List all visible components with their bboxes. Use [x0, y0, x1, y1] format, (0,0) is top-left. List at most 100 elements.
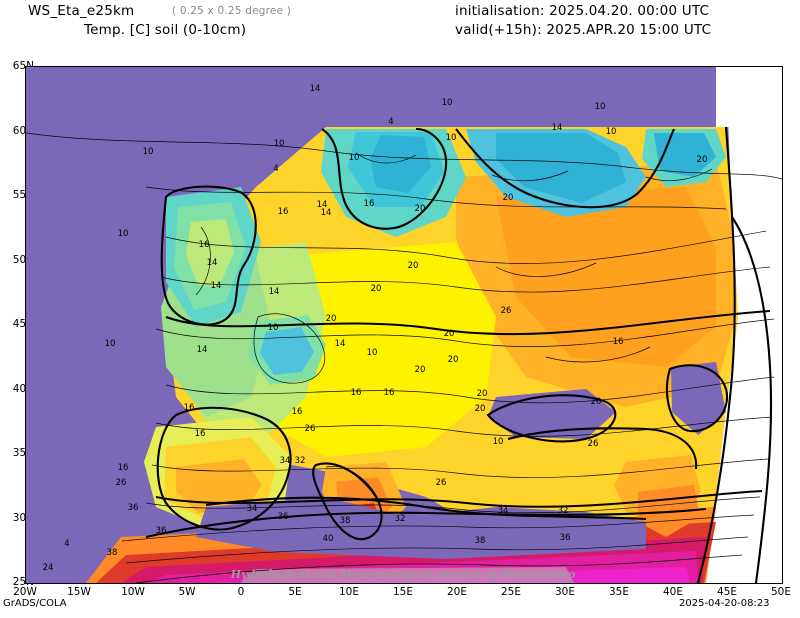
contour-label: 20 [415, 365, 426, 375]
x-axis-tick: 25E [501, 586, 521, 598]
contour-label: 16 [292, 407, 303, 417]
svg-text:20: 20 [415, 204, 426, 214]
contour-label: 26 [436, 478, 447, 488]
contour-label: 34 [280, 456, 291, 466]
svg-text:4: 4 [388, 117, 393, 127]
svg-text:26: 26 [436, 478, 447, 488]
svg-text:38: 38 [340, 516, 351, 526]
contour-label: 10 [442, 98, 453, 108]
contour-label: 14 [310, 84, 321, 94]
x-axis-tick: 0 [237, 586, 245, 598]
contour-layer [26, 132, 782, 583]
svg-text:14: 14 [211, 281, 222, 291]
svg-text:4: 4 [273, 164, 278, 174]
contour-label: 40 [323, 534, 334, 544]
svg-text:16: 16 [613, 337, 624, 347]
contour-label: 32 [558, 506, 569, 516]
contour-label: 20 [697, 155, 708, 165]
svg-text:20: 20 [448, 355, 459, 365]
region-iberia-hot [176, 459, 262, 513]
svg-text:10: 10 [493, 437, 504, 447]
x-axis-tick: 40E [663, 586, 683, 598]
svg-text:20: 20 [415, 365, 426, 375]
outside-domain-mask [698, 67, 782, 583]
svg-text:14: 14 [207, 258, 218, 268]
svg-text:20: 20 [408, 261, 419, 271]
svg-text:40: 40 [323, 534, 334, 544]
svg-text:14: 14 [321, 208, 332, 218]
svg-text:26: 26 [305, 424, 316, 434]
x-axis-tick: 5W [178, 586, 196, 598]
contour-label: 16 [184, 403, 195, 413]
svg-text:16: 16 [118, 463, 129, 473]
contour-label: 38 [475, 536, 486, 546]
contour-label: 16 [278, 207, 289, 217]
svg-text:38: 38 [475, 536, 486, 546]
contour-label: 10 [367, 348, 378, 358]
region-alps-cold [260, 327, 314, 375]
initialisation-time: initialisation: 2025.04.20. 00:00 UTC [455, 3, 710, 19]
svg-text:10: 10 [143, 147, 154, 157]
contour-label: 32 [395, 514, 406, 524]
contour-label: 34 [498, 506, 509, 516]
svg-text:14: 14 [269, 287, 280, 297]
contour-label: 36 [560, 533, 571, 543]
contour-label: 16 [195, 429, 206, 439]
svg-text:34: 34 [498, 506, 509, 516]
contour-label: 20 [591, 397, 602, 407]
svg-text:36: 36 [128, 503, 139, 513]
contour-label: 38 [340, 516, 351, 526]
contour-label: 14 [317, 200, 328, 210]
svg-text:16: 16 [364, 199, 375, 209]
contour-label: 20 [475, 404, 486, 414]
svg-text:20: 20 [444, 329, 455, 339]
x-axis-tick: 20E [447, 586, 467, 598]
contour-label: 16 [351, 388, 362, 398]
contour-label: 38 [107, 548, 118, 558]
svg-text:10: 10 [442, 98, 453, 108]
major-contour-layer [155, 310, 771, 508]
svg-text:10: 10 [446, 133, 457, 143]
contour-label: 10 [446, 133, 457, 143]
svg-text:4: 4 [64, 539, 69, 549]
svg-text:10: 10 [274, 139, 285, 149]
contour-label: 34 [247, 504, 258, 514]
contour-label: 20 [503, 193, 514, 203]
contour-label: 16 [364, 199, 375, 209]
contour-label: 14 [197, 345, 208, 355]
x-axis-tick: 10E [339, 586, 359, 598]
x-axis-tick: 30E [555, 586, 575, 598]
svg-text:16: 16 [184, 403, 195, 413]
contour-label: 14 [321, 208, 332, 218]
region-deep-cyan-northeast [654, 133, 716, 177]
region-deep-cyan-scandinavia [370, 135, 431, 193]
contour-label: 36 [156, 526, 167, 536]
svg-text:36: 36 [560, 533, 571, 543]
contour-label: 26 [501, 306, 512, 316]
contour-label: 10 [105, 339, 116, 349]
svg-text:20: 20 [477, 389, 488, 399]
contour-label: 14 [269, 287, 280, 297]
x-axis-tick: 5E [288, 586, 302, 598]
contour-label: 24 [43, 563, 54, 573]
contour-label: 10 [118, 229, 129, 239]
contour-label: 20 [444, 329, 455, 339]
outside-domain-mask-top [716, 67, 782, 127]
svg-text:20: 20 [503, 193, 514, 203]
svg-text:38: 38 [107, 548, 118, 558]
svg-text:32: 32 [558, 506, 569, 516]
contour-label: 20 [408, 261, 419, 271]
svg-text:10: 10 [118, 229, 129, 239]
contour-label: 10 [606, 127, 617, 137]
x-axis-tick: 20W [13, 586, 37, 598]
map-plot-area[interactable]: 14 10 10 4 10 10 14 10 10 4 10 20 16 14 16 20 20 14 10 16 14… [25, 66, 783, 584]
svg-text:14: 14 [310, 84, 321, 94]
svg-text:14: 14 [197, 345, 208, 355]
region-sahara-grey-overlay [241, 567, 574, 583]
x-axis-tick: 50E [771, 586, 791, 598]
caspian-sea [671, 362, 726, 435]
contour-label: 14 [207, 258, 218, 268]
contour-label: 16 [118, 463, 129, 473]
x-axis-tick: 35E [609, 586, 629, 598]
